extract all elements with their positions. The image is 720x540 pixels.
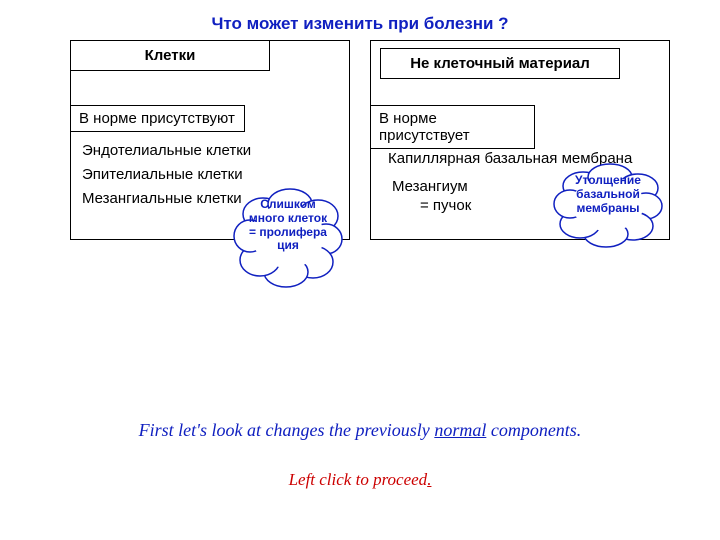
right-box-header: Не клеточный материал (380, 48, 620, 79)
cloud-right: Утолщение базальной мембраны (548, 160, 668, 250)
right-item-1: Мезангиум (392, 178, 468, 195)
right-item-2: = пучок (420, 197, 471, 214)
left-box-subheader-text: В норме присутствуют (79, 110, 235, 127)
left-box-header: Клетки (70, 40, 270, 71)
bottom-line-2[interactable]: Left click to proceed. (0, 470, 720, 490)
bottom-line-1: First let's look at changes the previous… (0, 420, 720, 441)
left-item-0: Эндотелиальные клетки (82, 142, 251, 159)
right-box-subheader-text: В норме присутствует (379, 110, 470, 144)
left-box-subheader: В норме присутствуют (70, 105, 245, 132)
right-box-subheader: В норме присутствует (370, 105, 535, 149)
right-box-header-text: Не клеточный материал (410, 55, 590, 72)
left-box-header-text: Клетки (145, 47, 196, 64)
cloud-left-text: Слишком много клеток = пролифера ция (248, 198, 328, 253)
left-item-1: Эпителиальные клетки (82, 166, 243, 183)
cloud-left: Слишком много клеток = пролифера ция (228, 184, 348, 294)
bottom2-dot: . (427, 470, 431, 489)
cloud-right-text: Утолщение базальной мембраны (564, 174, 652, 215)
left-item-2: Мезангиальные клетки (82, 190, 242, 207)
page-title: Что может изменить при болезни ? (0, 14, 720, 34)
bottom1-post: components. (486, 420, 581, 440)
bottom1-pre: First let's look at changes the previous… (139, 420, 435, 440)
bottom2-text: Left click to proceed (289, 470, 428, 489)
bottom1-underline: normal (434, 420, 486, 440)
